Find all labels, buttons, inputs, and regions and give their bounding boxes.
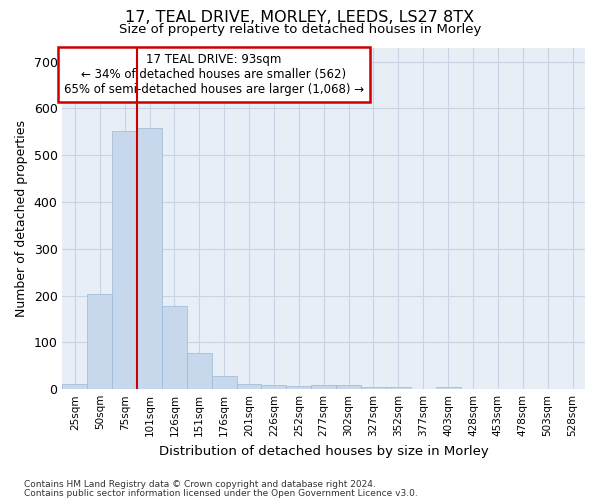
Bar — [286, 386, 311, 389]
Bar — [212, 376, 236, 389]
Text: Contains public sector information licensed under the Open Government Licence v3: Contains public sector information licen… — [24, 488, 418, 498]
Bar — [311, 385, 336, 389]
Bar — [262, 386, 286, 389]
Bar — [112, 132, 137, 389]
Text: 17 TEAL DRIVE: 93sqm
← 34% of detached houses are smaller (562)
65% of semi-deta: 17 TEAL DRIVE: 93sqm ← 34% of detached h… — [64, 52, 364, 96]
Y-axis label: Number of detached properties: Number of detached properties — [15, 120, 28, 317]
Bar — [162, 306, 187, 389]
Bar — [187, 353, 212, 389]
Bar — [62, 384, 88, 389]
Bar — [436, 387, 461, 389]
Bar — [361, 387, 386, 389]
Bar — [386, 388, 411, 389]
Text: Contains HM Land Registry data © Crown copyright and database right 2024.: Contains HM Land Registry data © Crown c… — [24, 480, 376, 489]
Text: 17, TEAL DRIVE, MORLEY, LEEDS, LS27 8TX: 17, TEAL DRIVE, MORLEY, LEEDS, LS27 8TX — [125, 10, 475, 25]
Bar — [88, 294, 112, 389]
Text: Size of property relative to detached houses in Morley: Size of property relative to detached ho… — [119, 22, 481, 36]
X-axis label: Distribution of detached houses by size in Morley: Distribution of detached houses by size … — [159, 444, 488, 458]
Bar — [137, 128, 162, 389]
Bar — [336, 386, 361, 389]
Bar — [236, 384, 262, 389]
